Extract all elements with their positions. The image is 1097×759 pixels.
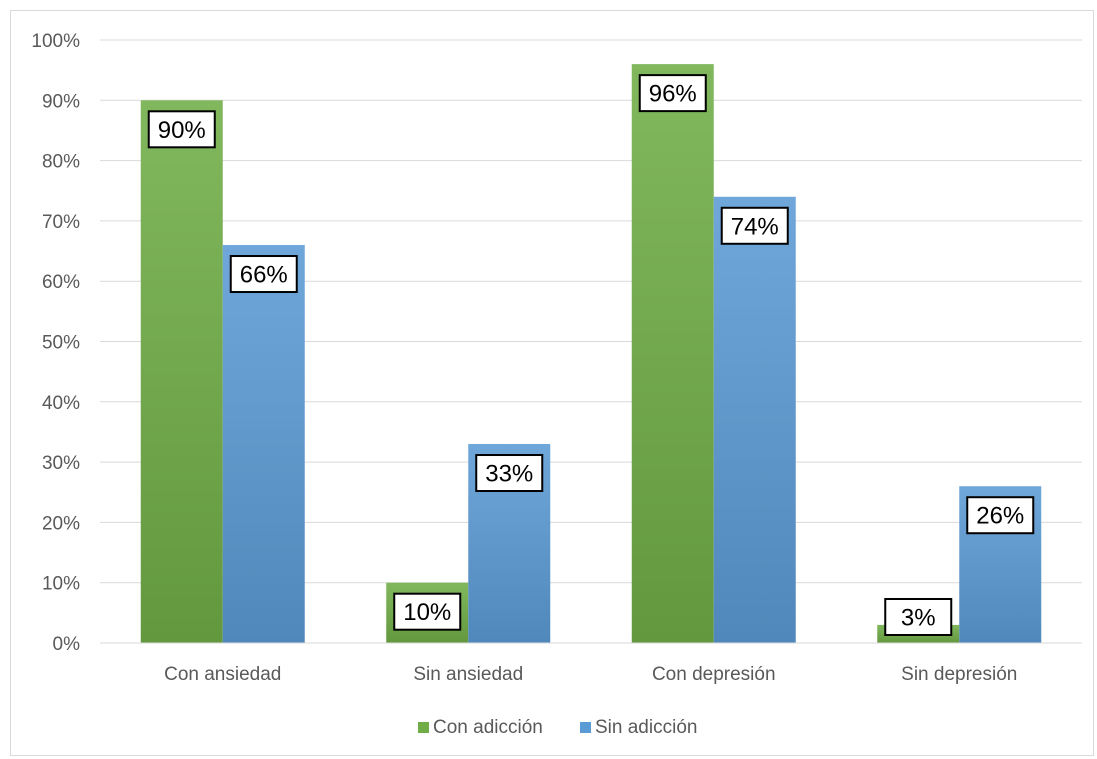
- legend-label: Sin adicción: [595, 717, 697, 738]
- data-label-text: 74%: [731, 213, 779, 240]
- data-label-text: 66%: [240, 262, 288, 289]
- data-label-box: [393, 592, 462, 631]
- data-label-con-adiccion-con-ansiedad: 90%: [147, 110, 216, 149]
- bars: [140, 64, 1042, 644]
- data-label-text: 3%: [901, 605, 936, 632]
- category-label-sin-ansiedad: Sin ansiedad: [413, 664, 523, 685]
- data-label-box: [638, 74, 707, 113]
- data-label-text: 96%: [649, 81, 697, 108]
- y-tick-label: 20%: [42, 513, 80, 534]
- category-label-sin-depresion: Sin depresión: [901, 664, 1017, 685]
- y-tick-label: 40%: [42, 393, 80, 414]
- data-label-box: [966, 496, 1035, 535]
- data-label-box: [720, 206, 789, 245]
- x-axis-category-labels: Con ansiedad Sin ansiedad Con depresión Sin…: [164, 664, 1017, 685]
- legend-label: Con adicción: [433, 717, 543, 738]
- y-tick-label: 90%: [42, 91, 80, 112]
- data-label-text: 90%: [158, 117, 206, 144]
- bar-sin-adiccion-con-depresion: [713, 196, 796, 643]
- y-tick-label: 10%: [42, 574, 80, 595]
- data-label-text: 33%: [485, 461, 533, 488]
- data-label-text: 26%: [976, 503, 1024, 530]
- legend-item-sin-adiccion: Sin adicción: [580, 717, 697, 738]
- data-label-sin-adiccion-con-ansiedad: 66%: [229, 255, 298, 294]
- legend-swatch: [418, 722, 429, 733]
- y-tick-label: 30%: [42, 453, 80, 474]
- bar-sin-adiccion-con-ansiedad: [222, 245, 305, 643]
- category-label-con-depresion: Con depresión: [652, 664, 776, 685]
- legend-swatch: [580, 722, 591, 733]
- y-axis-tick-labels: 0% 10% 20% 30% 40% 50% 60% 70% 80% 90% 100%: [31, 31, 80, 655]
- data-label-box: [475, 454, 544, 493]
- legend: Con adicción Sin adicción: [418, 717, 697, 738]
- data-label-box: [884, 598, 953, 636]
- y-tick-label: 70%: [42, 212, 80, 233]
- y-tick-label: 100%: [31, 31, 80, 52]
- category-label-con-ansiedad: Con ansiedad: [164, 664, 281, 685]
- legend-item-con-adiccion: Con adicción: [418, 717, 543, 738]
- y-tick-label: 50%: [42, 333, 80, 354]
- data-label-sin-adiccion-sin-ansiedad: 33%: [475, 454, 544, 493]
- y-tick-label: 80%: [42, 152, 80, 173]
- y-tick-label: 0%: [53, 634, 81, 655]
- data-label-con-adiccion-con-depresion: 96%: [638, 74, 707, 113]
- data-label-box: [229, 255, 298, 294]
- data-label-box: [147, 110, 216, 149]
- bar-con-adiccion-con-ansiedad: [140, 100, 223, 644]
- data-labels: 90% 66% 10% 33% 96% 74% 3% 26%: [147, 74, 1035, 636]
- data-label-con-adiccion-sin-ansiedad: 10%: [393, 592, 462, 631]
- data-label-con-adiccion-sin-depresion: 3%: [884, 598, 953, 636]
- y-tick-label: 60%: [42, 272, 80, 293]
- bar-con-adiccion-con-depresion: [631, 64, 714, 644]
- data-label-sin-adiccion-sin-depresion: 26%: [966, 496, 1035, 535]
- data-label-text: 10%: [403, 599, 451, 626]
- data-label-sin-adiccion-con-depresion: 74%: [720, 206, 789, 245]
